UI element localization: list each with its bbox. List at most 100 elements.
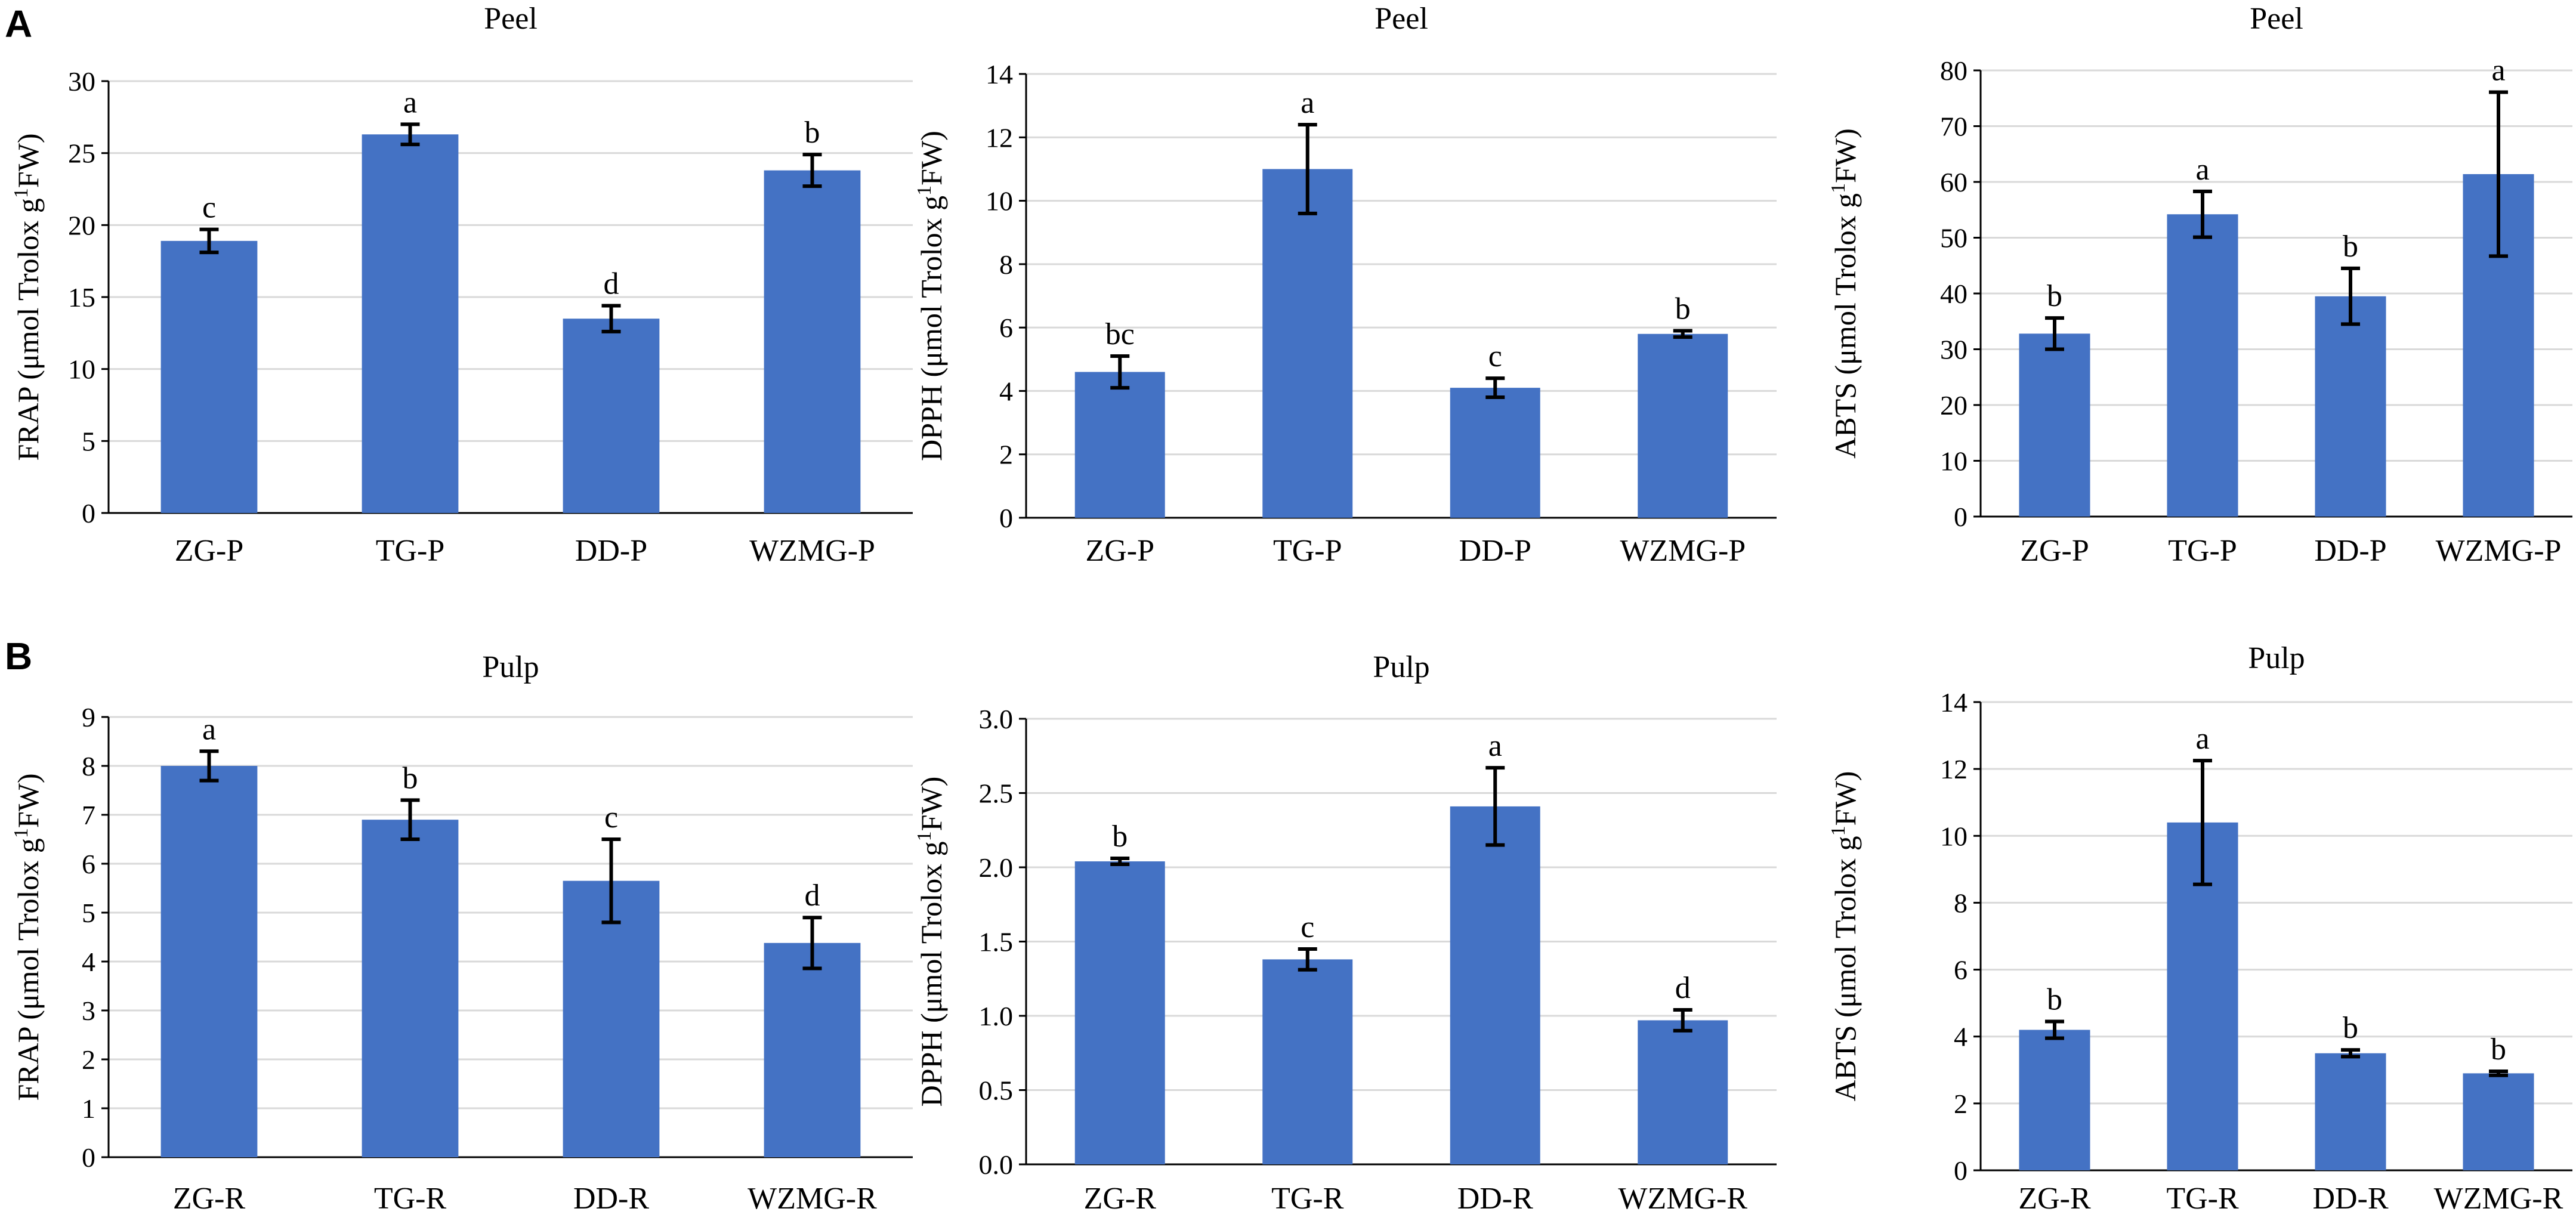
y-tick-label: 4 <box>1954 1022 1967 1052</box>
y-tick-label: 2 <box>999 440 1013 470</box>
bar-tg-p <box>1262 169 1353 518</box>
bar-dd-p <box>2315 296 2386 517</box>
category-label: DD-R <box>573 1182 649 1216</box>
y-tick-label: 3.0 <box>979 704 1014 734</box>
significance-letter: a <box>1488 729 1502 763</box>
pulp-abts-chart: Pulp 0 2 4 6 8 10 12 14 b ZG-R a TG-R b DD-R b WZMG-R ABT… <box>1827 641 2572 1216</box>
category-label: WZMG-R <box>1618 1182 1747 1216</box>
significance-letter: b <box>1675 292 1691 326</box>
y-tick-label: 20 <box>68 210 95 240</box>
y-axis-title: FRAP (μmol Trolox g1FW) <box>10 133 45 460</box>
y-tick-label: 10 <box>1940 446 1967 477</box>
y-tick-label: 1.5 <box>979 927 1014 957</box>
peel-frap-chart: Peel 0 5 10 15 20 25 30 c ZG-P a TG-P d DD-P b WZMG-P FR… <box>10 2 913 568</box>
bar-zg-r <box>160 766 258 1157</box>
y-tick-label: 6 <box>999 313 1013 343</box>
chart-title: Peel <box>1375 2 1428 36</box>
y-tick-label: 0.0 <box>979 1149 1014 1180</box>
significance-letter: c <box>1488 339 1502 373</box>
y-tick-label: 40 <box>1940 279 1967 309</box>
y-tick-label: 30 <box>1940 335 1967 365</box>
y-axis-title: ABTS (μmol Trolox g1FW) <box>1827 128 1862 459</box>
category-label: WZMG-P <box>1620 534 1746 568</box>
bar-dd-r <box>2315 1053 2386 1170</box>
chart-title: Peel <box>484 2 538 36</box>
y-tick-label: 2.5 <box>979 778 1014 809</box>
category-label: WZMG-P <box>2436 534 2562 568</box>
category-label: TG-R <box>2166 1182 2239 1216</box>
y-tick-label: 1 <box>82 1093 95 1124</box>
y-axis-title: DPPH (μmol Trolox g1FW) <box>913 777 948 1107</box>
bar-zg-r <box>2019 1030 2090 1170</box>
y-tick-label: 14 <box>1940 687 1967 718</box>
bar-tg-p <box>2167 214 2238 517</box>
category-label: TG-P <box>2168 534 2237 568</box>
category-label: ZG-P <box>175 534 244 568</box>
bar-dd-r <box>1450 806 1540 1164</box>
y-tick-label: 6 <box>1954 955 1967 985</box>
y-tick-label: 25 <box>68 138 95 169</box>
significance-letter: b <box>2343 1011 2358 1045</box>
y-tick-label: 0.5 <box>979 1075 1014 1106</box>
significance-letter: bc <box>1105 317 1135 351</box>
category-label: WZMG-R <box>2434 1182 2563 1216</box>
y-tick-label: 20 <box>1940 390 1967 421</box>
chart-title: Pulp <box>1373 650 1429 684</box>
significance-letter: a <box>2195 722 2209 756</box>
significance-letter: b <box>1112 820 1128 854</box>
category-label: ZG-P <box>2020 534 2089 568</box>
y-tick-label: 0 <box>1954 1155 1967 1186</box>
significance-letter: d <box>1675 971 1691 1005</box>
panel-label-b: B <box>5 635 32 678</box>
y-axis-title: FRAP (μmol Trolox g1FW) <box>10 773 45 1101</box>
significance-letter: a <box>2491 53 2505 87</box>
bar-wzmg-p <box>1638 333 1728 518</box>
bar-wzmg-r <box>1638 1020 1728 1164</box>
category-label: DD-P <box>575 534 647 568</box>
y-tick-label: 60 <box>1940 167 1967 197</box>
category-label: TG-P <box>1273 534 1342 568</box>
pulp-dpph-chart: Pulp 0.0 0.5 1.0 1.5 2.0 2.5 3.0 b ZG-R c TG-R a DD-R… <box>913 650 1777 1216</box>
significance-letter: a <box>1301 86 1314 120</box>
y-tick-label: 6 <box>82 849 95 879</box>
y-tick-label: 0 <box>999 503 1013 533</box>
y-tick-label: 2 <box>1954 1089 1967 1119</box>
category-label: DD-R <box>1457 1182 1533 1216</box>
peel-dpph-chart: Peel 0 2 4 6 8 10 12 14 bc ZG-P a TG-P c DD-P b WZMG-P DP… <box>913 2 1777 568</box>
significance-letter: d <box>604 267 619 301</box>
peel-abts-chart: Peel 0 10 20 30 40 50 60 70 80 b ZG-P a TG-P b DD-P a WZM… <box>1827 2 2572 568</box>
y-tick-label: 10 <box>68 354 95 385</box>
bar-zg-p <box>2019 333 2090 517</box>
y-tick-label: 50 <box>1940 223 1967 254</box>
y-tick-label: 0 <box>1954 502 1967 532</box>
y-axis-title: ABTS (μmol Trolox g1FW) <box>1827 771 1862 1102</box>
significance-letter: b <box>403 761 418 795</box>
bar-wzmg-r <box>2463 1073 2534 1170</box>
bar-dd-p <box>1450 388 1540 518</box>
y-tick-label: 1.0 <box>979 1001 1014 1031</box>
panel-label-a: A <box>5 2 32 45</box>
bar-tg-r <box>1262 959 1353 1164</box>
category-label: DD-P <box>1459 534 1531 568</box>
significance-letter: b <box>2047 982 2062 1016</box>
y-tick-label: 3 <box>82 996 95 1026</box>
significance-letter: b <box>2047 279 2062 313</box>
significance-letter: b <box>2491 1033 2506 1067</box>
chart-title: Pulp <box>2248 641 2305 675</box>
significance-letter: b <box>805 116 820 150</box>
bar-dd-r <box>563 880 660 1157</box>
category-label: ZG-P <box>1085 534 1154 568</box>
y-tick-label: 80 <box>1940 55 1967 86</box>
category-label: DD-P <box>2314 534 2386 568</box>
y-tick-label: 0 <box>82 498 95 528</box>
y-tick-label: 30 <box>68 66 95 97</box>
chart-title: Peel <box>2250 2 2303 36</box>
y-tick-label: 2.0 <box>979 852 1014 883</box>
y-tick-label: 14 <box>986 59 1013 89</box>
category-label: WZMG-R <box>748 1182 877 1216</box>
bar-tg-p <box>362 134 459 513</box>
y-tick-label: 8 <box>999 249 1013 280</box>
significance-letter: a <box>403 85 417 119</box>
chart-title: Pulp <box>482 650 539 684</box>
